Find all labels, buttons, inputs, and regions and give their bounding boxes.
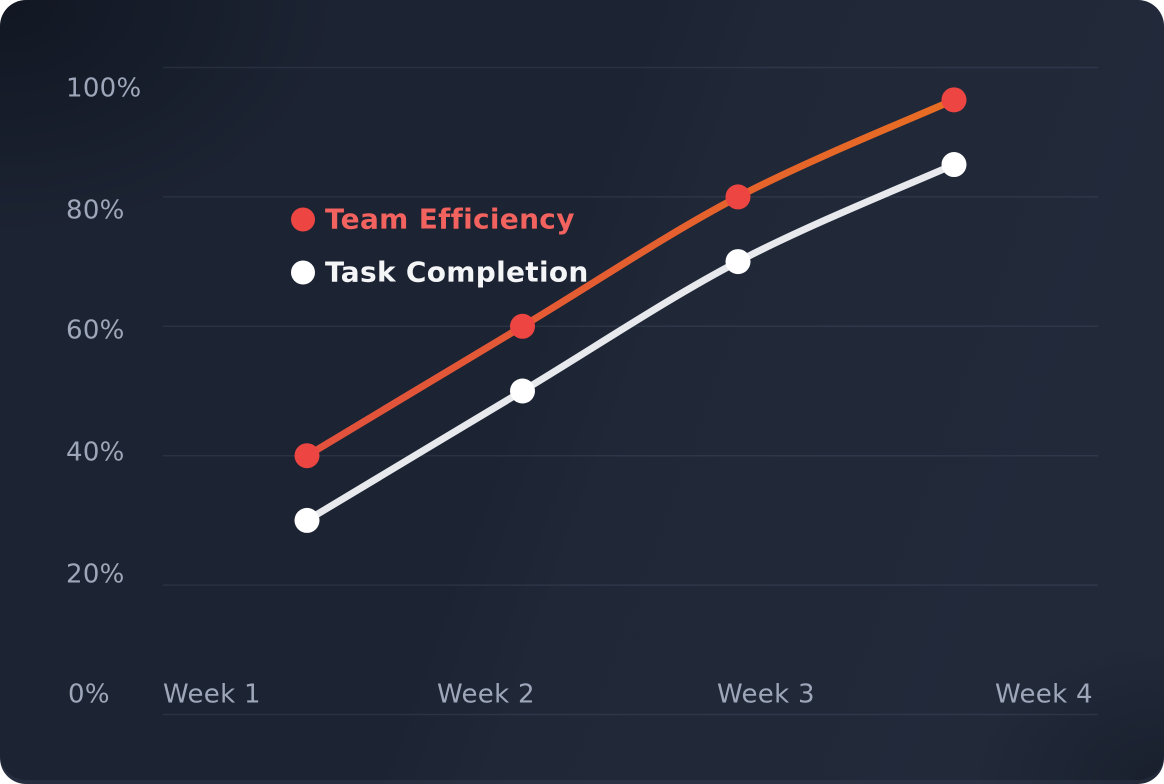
legend-label: Team Efficiency: [325, 202, 575, 236]
legend-label: Task Completion: [325, 255, 589, 289]
data-point-team-efficiency: [510, 313, 535, 339]
data-point-task-completion: [510, 378, 535, 404]
y-axis-tick-label: 80%: [66, 195, 125, 226]
series-line-task-completion: [303, 161, 958, 524]
legend-item-task-completion: Task Completion: [291, 256, 589, 289]
y-axis-tick-label: 20%: [66, 559, 125, 590]
y-axis-tick-label: 60%: [66, 315, 125, 346]
data-point-task-completion: [941, 152, 967, 178]
series-line-team-efficiency: [303, 96, 958, 460]
x-axis-tick-label: Week 4: [995, 679, 1093, 710]
legend-swatch-dot: [291, 260, 315, 284]
x-axis-tick-label: Week 2: [437, 679, 535, 710]
data-point-team-efficiency: [294, 443, 320, 469]
y-axis-tick-label: 100%: [66, 73, 142, 104]
legend-item-team-efficiency: Team Efficiency: [291, 203, 575, 236]
x-axis-tick-label: Week 3: [717, 679, 815, 710]
data-point-team-efficiency: [725, 184, 751, 210]
data-point-task-completion: [294, 507, 320, 533]
data-point-team-efficiency: [941, 87, 967, 113]
x-axis-tick-label: Week 1: [163, 679, 261, 710]
data-point-task-completion: [725, 249, 751, 275]
legend-swatch-dot: [291, 207, 315, 231]
y-axis-tick-label: 40%: [66, 437, 125, 468]
y-axis-tick-label: 0%: [68, 679, 110, 710]
